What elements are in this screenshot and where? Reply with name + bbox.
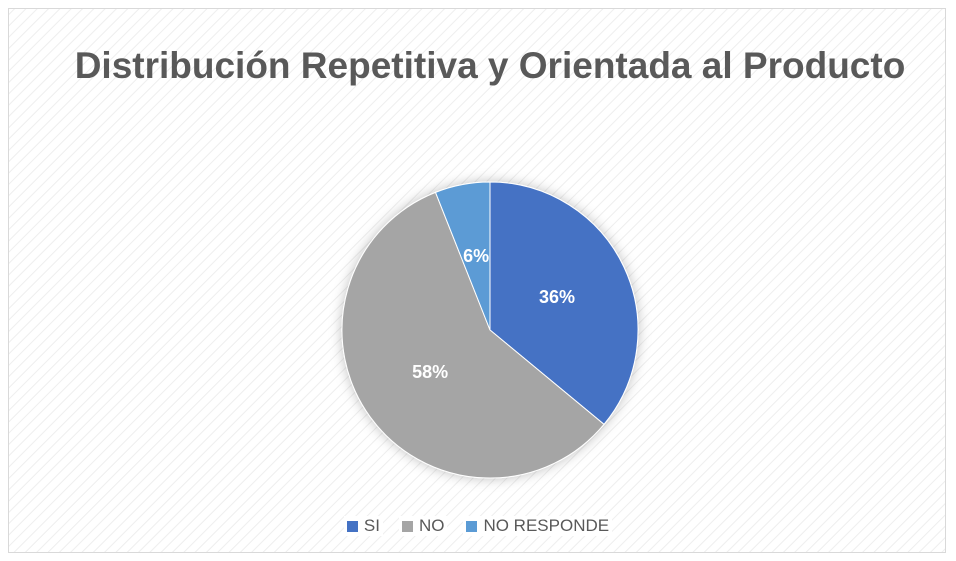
pie-slice: [434, 181, 491, 331]
pie: [341, 181, 639, 479]
legend-swatch: [466, 520, 478, 532]
data-label: 6%: [463, 246, 489, 266]
legend: SI NO NO RESPONDE: [0, 516, 956, 536]
chart-title: Distribución Repetitiva y Orientada al P…: [74, 45, 906, 86]
legend-swatch: [346, 520, 358, 532]
legend-label: NO RESPONDE: [483, 516, 610, 535]
pie-slice: [489, 181, 639, 426]
legend-item: NO: [398, 516, 448, 536]
frame: [8, 8, 946, 553]
legend-item: NO RESPONDE: [463, 516, 613, 536]
data-label: 58%: [412, 362, 448, 382]
pie-slice: [341, 191, 605, 479]
legend-label: SI: [363, 516, 380, 535]
legend-item: SI: [343, 516, 383, 536]
legend-swatch: [401, 520, 413, 532]
legend-label: NO: [418, 516, 445, 535]
data-label: 36%: [539, 287, 575, 307]
